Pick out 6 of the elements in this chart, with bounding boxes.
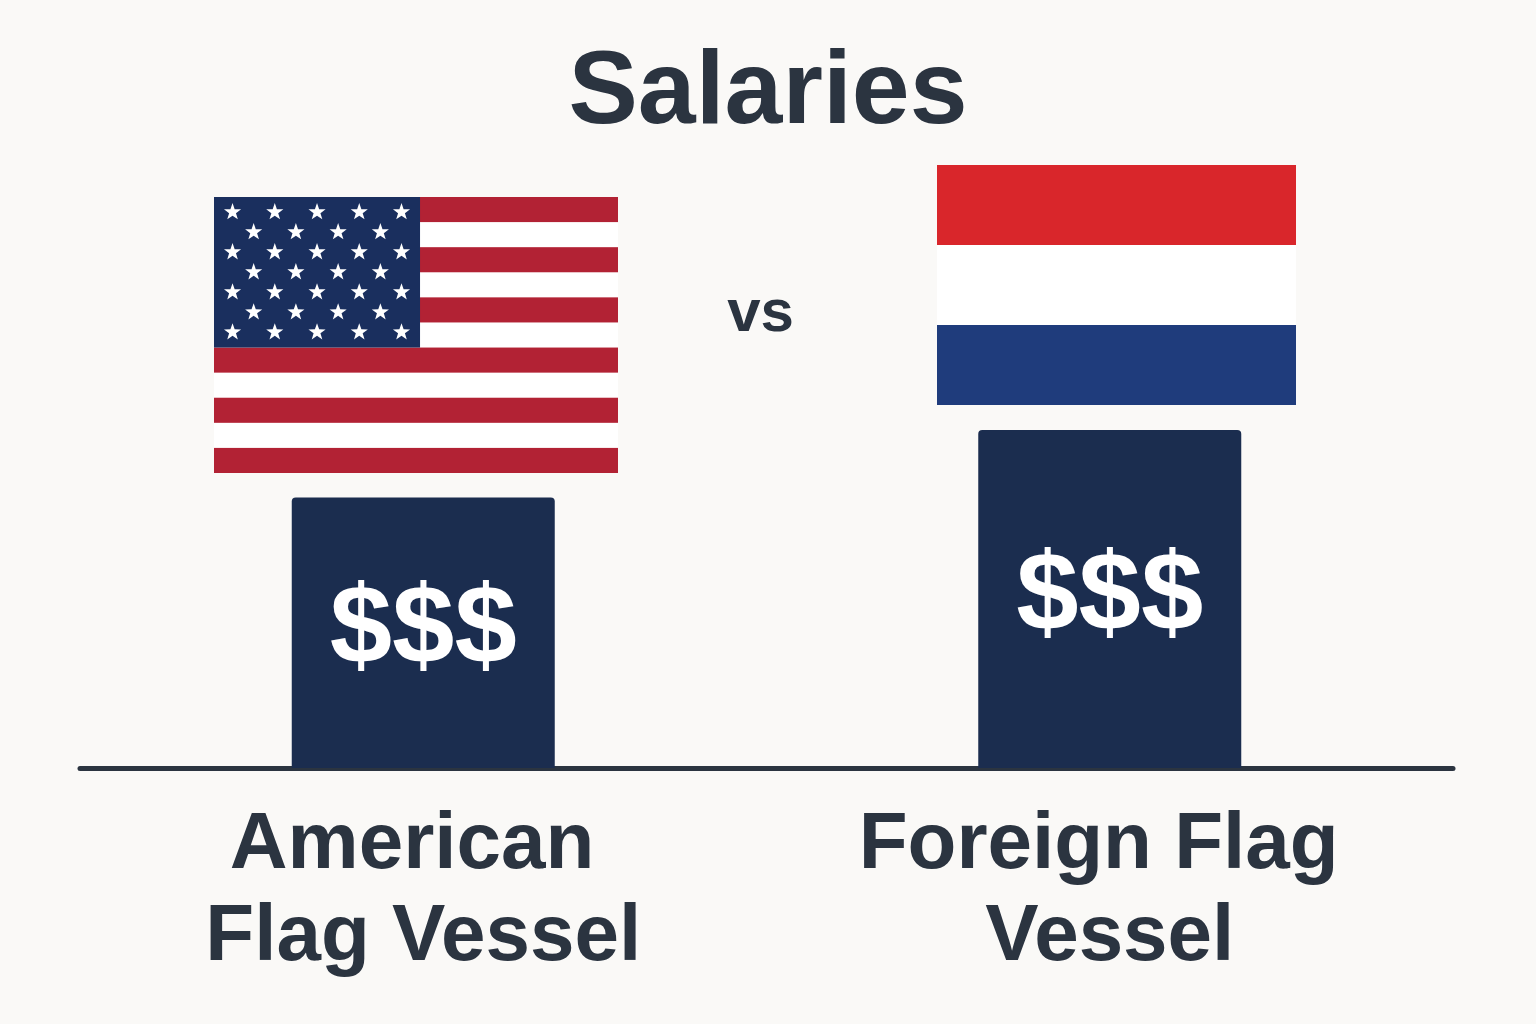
annotation: $$$ xyxy=(329,562,517,688)
annotation: $$$ xyxy=(1016,528,1204,654)
x-tick-label: American Flag Vessel xyxy=(205,795,642,977)
text: vs xyxy=(727,276,794,344)
x-tick-label: Foreign Flag Vessel xyxy=(858,795,1361,977)
chart-title: Salaries xyxy=(568,29,968,145)
